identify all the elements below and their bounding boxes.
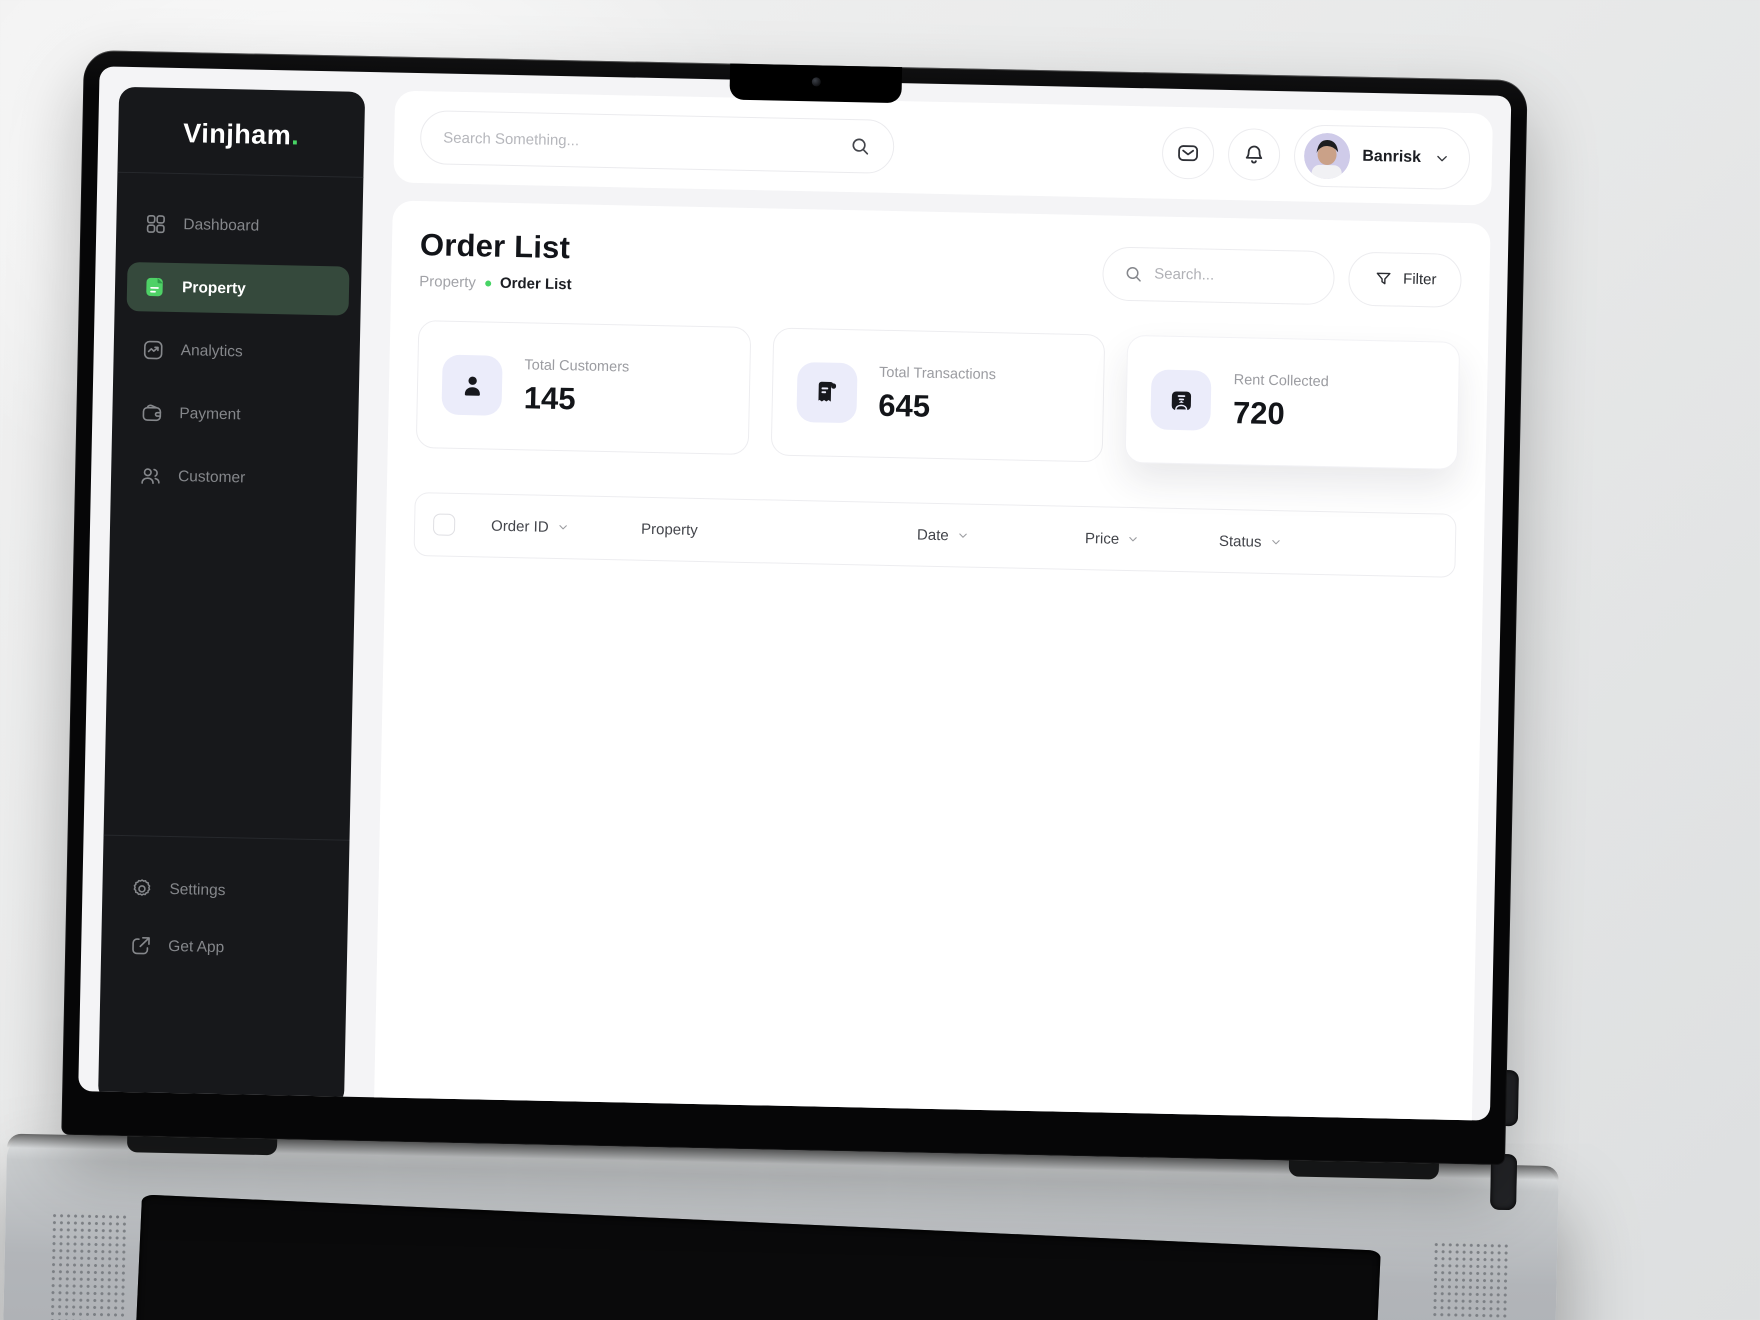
global-search-input[interactable] [443,129,838,155]
sidebar-item-label: Customer [177,467,246,486]
stat-label: Total Transactions [878,364,997,383]
brand-dot: . [290,120,300,151]
camera-icon [811,77,821,87]
topbar: Banrisk [393,90,1493,206]
laptop-deck [0,1133,1559,1320]
search-icon [1126,266,1141,282]
hinge-cutout [126,1136,278,1156]
payment-icon [142,404,162,422]
stat-value: 720 [1232,394,1286,431]
avatar [1303,132,1351,180]
global-search[interactable] [419,110,895,174]
column-date[interactable]: Date [917,526,1085,547]
sort-icon [1271,540,1280,545]
stat-card: Total Customers 145 [415,320,752,456]
stat-icon-tile [441,354,503,416]
stat-value: 645 [878,387,931,424]
sidebar-item-payment[interactable]: Payment [124,388,347,442]
user-menu[interactable]: Banrisk [1293,124,1471,191]
stat-label: Total Customers [524,356,630,375]
sidebar-nav: Dashboard Property Analytics Payment Cus… [110,199,363,519]
stats-row: Total Customers 145 Total Transactions 6… [415,320,1461,470]
notifications-button[interactable] [1227,127,1281,182]
sidebar-item-property[interactable]: Property [126,261,350,316]
breadcrumb-current: Order List [499,274,572,294]
sort-icon [558,525,567,530]
user-icon [464,375,480,396]
analytics-icon [143,340,163,360]
breadcrumb-parent[interactable]: Property [419,273,477,292]
funnel-icon [1376,272,1391,284]
sort-icon [1129,537,1137,542]
order-list-card: Order List Property Order List [367,200,1491,1121]
sidebar-footer-nav: Settings Get App [101,864,349,975]
filter-label: Filter [1402,270,1437,289]
settings-icon [133,879,151,896]
sidebar-item-label: Analytics [180,341,243,360]
app-window: Vinjham. Dashboard Property Analytics Pa… [78,66,1512,1121]
sidebar-footer: Settings Get App [101,834,350,983]
sidebar-item-label: Get App [168,937,225,956]
hinge-cutout [1288,1160,1439,1180]
sidebar-item-customer[interactable]: Customer [123,451,346,505]
filter-button[interactable]: Filter [1347,251,1463,308]
divider [103,834,350,841]
page-title: Order List [419,227,571,266]
main-area: Banrisk Order List Property Order List [367,73,1493,1121]
dashboard-icon [146,214,166,234]
breadcrumb: Property Order List [419,273,572,293]
laptop-screen: Vinjham. Dashboard Property Analytics Pa… [61,50,1528,1166]
sort-icon [958,533,967,538]
property-icon [146,277,163,297]
search-icon [852,138,869,155]
bell-icon [1245,145,1263,164]
select-all-checkbox[interactable] [432,513,456,536]
breadcrumb-dot [484,279,491,287]
user-name: Banrisk [1362,147,1422,167]
column-order-id[interactable]: Order ID [491,517,641,537]
getapp-icon [132,936,150,955]
messages-button[interactable] [1161,126,1215,180]
rent-icon [1170,390,1192,411]
sidebar: Vinjham. Dashboard Property Analytics Pa… [97,86,366,1107]
keyboard [133,1194,1381,1320]
stat-card: Rent Collected 720 [1124,334,1461,470]
speaker-grille [1426,1241,1512,1320]
sidebar-item-dashboard[interactable]: Dashboard [128,199,351,253]
table-search[interactable] [1101,245,1335,305]
stat-label: Rent Collected [1233,371,1329,390]
sidebar-item-label: Settings [169,880,226,899]
column-status[interactable]: Status [1219,532,1401,553]
sidebar-item-settings[interactable]: Settings [114,864,337,918]
camera-notch [729,63,903,104]
customer-icon [141,468,160,485]
receipt-icon [818,381,837,402]
sidebar-item-get-app[interactable]: Get App [113,921,336,975]
stat-card: Total Transactions 645 [770,327,1106,463]
table-header: Order ID Property Date Price Status [413,492,1457,578]
stat-value: 145 [523,379,576,416]
sidebar-item-label: Payment [179,404,241,423]
stat-icon-tile [1150,369,1212,431]
sidebar-item-analytics[interactable]: Analytics [125,325,348,379]
sidebar-item-label: Dashboard [183,215,260,235]
stat-icon-tile [796,362,858,424]
mail-icon [1178,145,1199,162]
table-search-input[interactable] [1154,265,1275,285]
speaker-grille [44,1212,130,1320]
column-price[interactable]: Price [1085,530,1219,550]
column-property[interactable]: Property [640,520,698,539]
sidebar-item-label: Property [181,278,246,297]
chevron-down-icon [1437,155,1447,162]
laptop-mockup: Vinjham. Dashboard Property Analytics Pa… [0,50,1559,1320]
brand-logo: Vinjham. [182,118,300,151]
